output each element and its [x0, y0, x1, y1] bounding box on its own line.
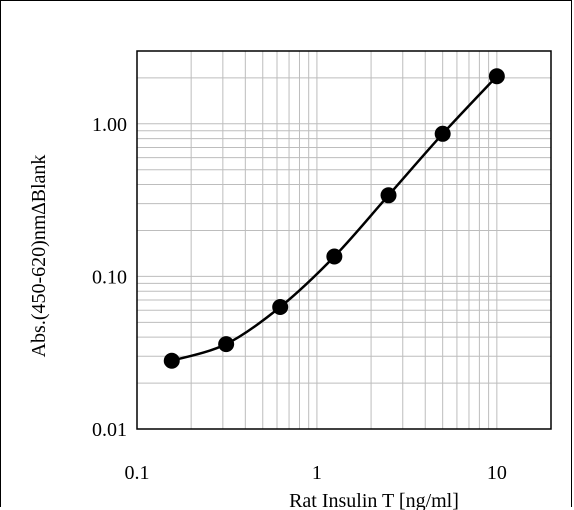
y-tick-label: 1.00: [92, 114, 127, 136]
y-tick-label: 0.01: [92, 419, 127, 441]
data-point: [380, 187, 397, 204]
x-tick-label: 10: [487, 462, 507, 484]
series-layer: [163, 68, 505, 369]
y-axis-title: Abs.(450-620)nm∆Blank: [28, 155, 50, 358]
data-point: [488, 68, 505, 85]
data-point: [434, 125, 451, 142]
series-curve: [171, 75, 498, 362]
tick-label-layer: 0.1 1 10 0.01 0.10 1.00: [92, 114, 507, 484]
x-axis-title: Rat Insulin T [ng/ml]: [289, 490, 459, 510]
data-point: [272, 299, 289, 316]
data-point: [163, 352, 180, 369]
plot-area: [136, 50, 552, 430]
x-tick-label: 1: [312, 462, 322, 484]
grid-lines: [137, 51, 551, 429]
data-point: [326, 248, 343, 265]
y-tick-label: 0.10: [92, 266, 127, 288]
data-point: [218, 336, 235, 353]
x-tick-label: 0.1: [125, 462, 150, 484]
